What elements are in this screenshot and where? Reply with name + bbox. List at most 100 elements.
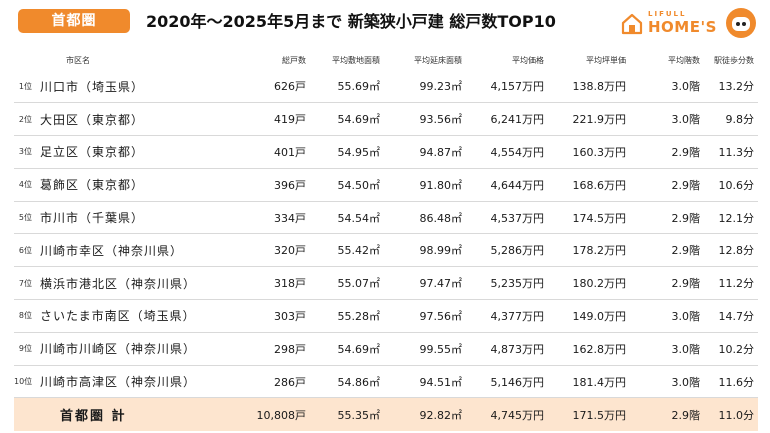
floor-area-cell: 97.47㎡ bbox=[384, 266, 466, 301]
walk-cell: 9.8分 bbox=[704, 102, 758, 137]
price-cell: 5,235万円 bbox=[466, 266, 548, 301]
walk-cell: 11.3分 bbox=[704, 135, 758, 169]
table-row: 7位 横浜市港北区（神奈川県） 318戸 55.07㎡ 97.47㎡ 5,235万円 180… bbox=[14, 266, 758, 301]
mascot-icon bbox=[726, 8, 756, 38]
table-row: 6位 川崎市幸区（神奈川県） 320戸 55.42㎡ 98.99㎡ 5,286万円 178.… bbox=[14, 233, 758, 268]
tsubo-price-cell: 162.8万円 bbox=[548, 332, 630, 366]
header-rank bbox=[14, 50, 38, 70]
tsubo-price-cell: 181.4万円 bbox=[548, 365, 630, 399]
rank-cell: 9位 bbox=[14, 332, 38, 366]
rank-cell: 10位 bbox=[14, 365, 38, 399]
house-icon bbox=[621, 13, 643, 35]
land-area-cell: 55.07㎡ bbox=[310, 266, 384, 301]
name-cell: 川崎市高津区（神奈川県） bbox=[38, 365, 234, 399]
stories-cell: 2.9階 bbox=[630, 201, 704, 235]
tsubo-price-cell: 174.5万円 bbox=[548, 201, 630, 235]
floor-area-cell: 93.56㎡ bbox=[384, 102, 466, 137]
floor-area-cell: 94.87㎡ bbox=[384, 135, 466, 169]
tsubo-price-cell: 178.2万円 bbox=[548, 233, 630, 268]
tsubo-price-cell: 221.9万円 bbox=[548, 102, 630, 137]
tsubo-price-cell: 149.0万円 bbox=[548, 299, 630, 333]
name-cell: 大田区（東京都） bbox=[38, 102, 234, 137]
name-cell: さいたま市南区（埼玉県） bbox=[38, 299, 234, 333]
stories-cell: 3.0階 bbox=[630, 332, 704, 366]
lifull-homes-logo: LIFULL HOME'S bbox=[620, 6, 756, 42]
ranking-table: 市区名 総戸数 平均敷地面積 平均延床面積 平均価格 平均坪単価 平均階数 駅徒… bbox=[14, 50, 758, 431]
units-cell: 320戸 bbox=[234, 233, 310, 268]
units-cell: 298戸 bbox=[234, 332, 310, 366]
total-name: 首都圏 計 bbox=[38, 397, 234, 431]
header-price: 平均価格 bbox=[512, 55, 544, 65]
total-row: 首都圏 計 10,808戸 55.35㎡ 92.82㎡ 4,745万円 171.… bbox=[14, 397, 758, 431]
price-cell: 5,286万円 bbox=[466, 233, 548, 268]
walk-cell: 14.7分 bbox=[704, 299, 758, 333]
land-area-cell: 54.69㎡ bbox=[310, 102, 384, 137]
stories-cell: 2.9階 bbox=[630, 266, 704, 301]
logo-text-top: LIFULL bbox=[648, 10, 687, 18]
rank-cell: 8位 bbox=[14, 299, 38, 333]
stories-cell: 3.0階 bbox=[630, 299, 704, 333]
stories-cell: 2.9階 bbox=[630, 233, 704, 268]
header-stories: 平均階数 bbox=[668, 55, 700, 65]
stories-cell: 3.0階 bbox=[630, 102, 704, 137]
rank-cell: 5位 bbox=[14, 201, 38, 235]
table-row: 8位 さいたま市南区（埼玉県） 303戸 55.28㎡ 97.56㎡ 4,377万円 149… bbox=[14, 299, 758, 333]
units-cell: 401戸 bbox=[234, 135, 310, 169]
logo-text-main: HOME'S bbox=[648, 18, 717, 36]
price-cell: 4,873万円 bbox=[466, 332, 548, 366]
table-header-row: 市区名 総戸数 平均敷地面積 平均延床面積 平均価格 平均坪単価 平均階数 駅徒… bbox=[14, 50, 758, 70]
table-row: 2位 大田区（東京都） 419戸 54.69㎡ 93.56㎡ 6,241万円 221.9万円… bbox=[14, 102, 758, 137]
stories-cell: 2.9階 bbox=[630, 168, 704, 202]
walk-cell: 12.1分 bbox=[704, 201, 758, 235]
price-cell: 4,377万円 bbox=[466, 299, 548, 333]
name-cell: 川崎市川崎区（神奈川県） bbox=[38, 332, 234, 366]
page-title: 2020年～2025年5月まで 新築狭小戸建 総戸数TOP10 bbox=[146, 12, 556, 31]
units-cell: 286戸 bbox=[234, 365, 310, 399]
header-name: 市区名 bbox=[66, 55, 90, 65]
price-cell: 4,554万円 bbox=[466, 135, 548, 169]
floor-area-cell: 99.55㎡ bbox=[384, 332, 466, 366]
land-area-cell: 54.50㎡ bbox=[310, 168, 384, 202]
total-stories: 2.9階 bbox=[630, 397, 704, 431]
total-price: 4,745万円 bbox=[466, 397, 548, 431]
floor-area-cell: 91.80㎡ bbox=[384, 168, 466, 202]
total-tsubo-price: 171.5万円 bbox=[548, 397, 630, 431]
land-area-cell: 55.42㎡ bbox=[310, 233, 384, 268]
tsubo-price-cell: 168.6万円 bbox=[548, 168, 630, 202]
units-cell: 396戸 bbox=[234, 168, 310, 202]
units-cell: 626戸 bbox=[234, 70, 310, 104]
stories-cell: 2.9階 bbox=[630, 135, 704, 169]
header-floor-area: 平均延床面積 bbox=[414, 55, 462, 65]
price-cell: 5,146万円 bbox=[466, 365, 548, 399]
floor-area-cell: 97.56㎡ bbox=[384, 299, 466, 333]
name-cell: 市川市（千葉県） bbox=[38, 201, 234, 235]
walk-cell: 12.8分 bbox=[704, 233, 758, 268]
land-area-cell: 55.28㎡ bbox=[310, 299, 384, 333]
rank-cell: 6位 bbox=[14, 233, 38, 268]
land-area-cell: 54.86㎡ bbox=[310, 365, 384, 399]
floor-area-cell: 94.51㎡ bbox=[384, 365, 466, 399]
land-area-cell: 54.69㎡ bbox=[310, 332, 384, 366]
name-cell: 川崎市幸区（神奈川県） bbox=[38, 233, 234, 268]
header-tsubo-price: 平均坪単価 bbox=[586, 55, 626, 65]
rank-cell: 2位 bbox=[14, 102, 38, 137]
header: 首都圏 2020年～2025年5月まで 新築狭小戸建 総戸数TOP10 LIFU… bbox=[0, 0, 770, 46]
table-row: 9位 川崎市川崎区（神奈川県） 298戸 54.69㎡ 99.55㎡ 4,873万円 162… bbox=[14, 332, 758, 366]
rank-cell: 4位 bbox=[14, 168, 38, 202]
table-row: 5位 市川市（千葉県） 334戸 54.54㎡ 86.48㎡ 4,537万円 174.5万円… bbox=[14, 201, 758, 235]
tsubo-price-cell: 138.8万円 bbox=[548, 70, 630, 104]
floor-area-cell: 98.99㎡ bbox=[384, 233, 466, 268]
table-row: 4位 葛飾区（東京都） 396戸 54.50㎡ 91.80㎡ 4,644万円 168.6万円… bbox=[14, 168, 758, 202]
tsubo-price-cell: 180.2万円 bbox=[548, 266, 630, 301]
total-floor-area: 92.82㎡ bbox=[384, 397, 466, 431]
total-units: 10,808戸 bbox=[234, 397, 310, 431]
land-area-cell: 54.95㎡ bbox=[310, 135, 384, 169]
walk-cell: 10.2分 bbox=[704, 332, 758, 366]
region-badge: 首都圏 bbox=[18, 9, 130, 33]
tsubo-price-cell: 160.3万円 bbox=[548, 135, 630, 169]
units-cell: 334戸 bbox=[234, 201, 310, 235]
table-row: 3位 足立区（東京都） 401戸 54.95㎡ 94.87㎡ 4,554万円 160.3万円… bbox=[14, 135, 758, 169]
walk-cell: 11.6分 bbox=[704, 365, 758, 399]
units-cell: 419戸 bbox=[234, 102, 310, 137]
land-area-cell: 54.54㎡ bbox=[310, 201, 384, 235]
